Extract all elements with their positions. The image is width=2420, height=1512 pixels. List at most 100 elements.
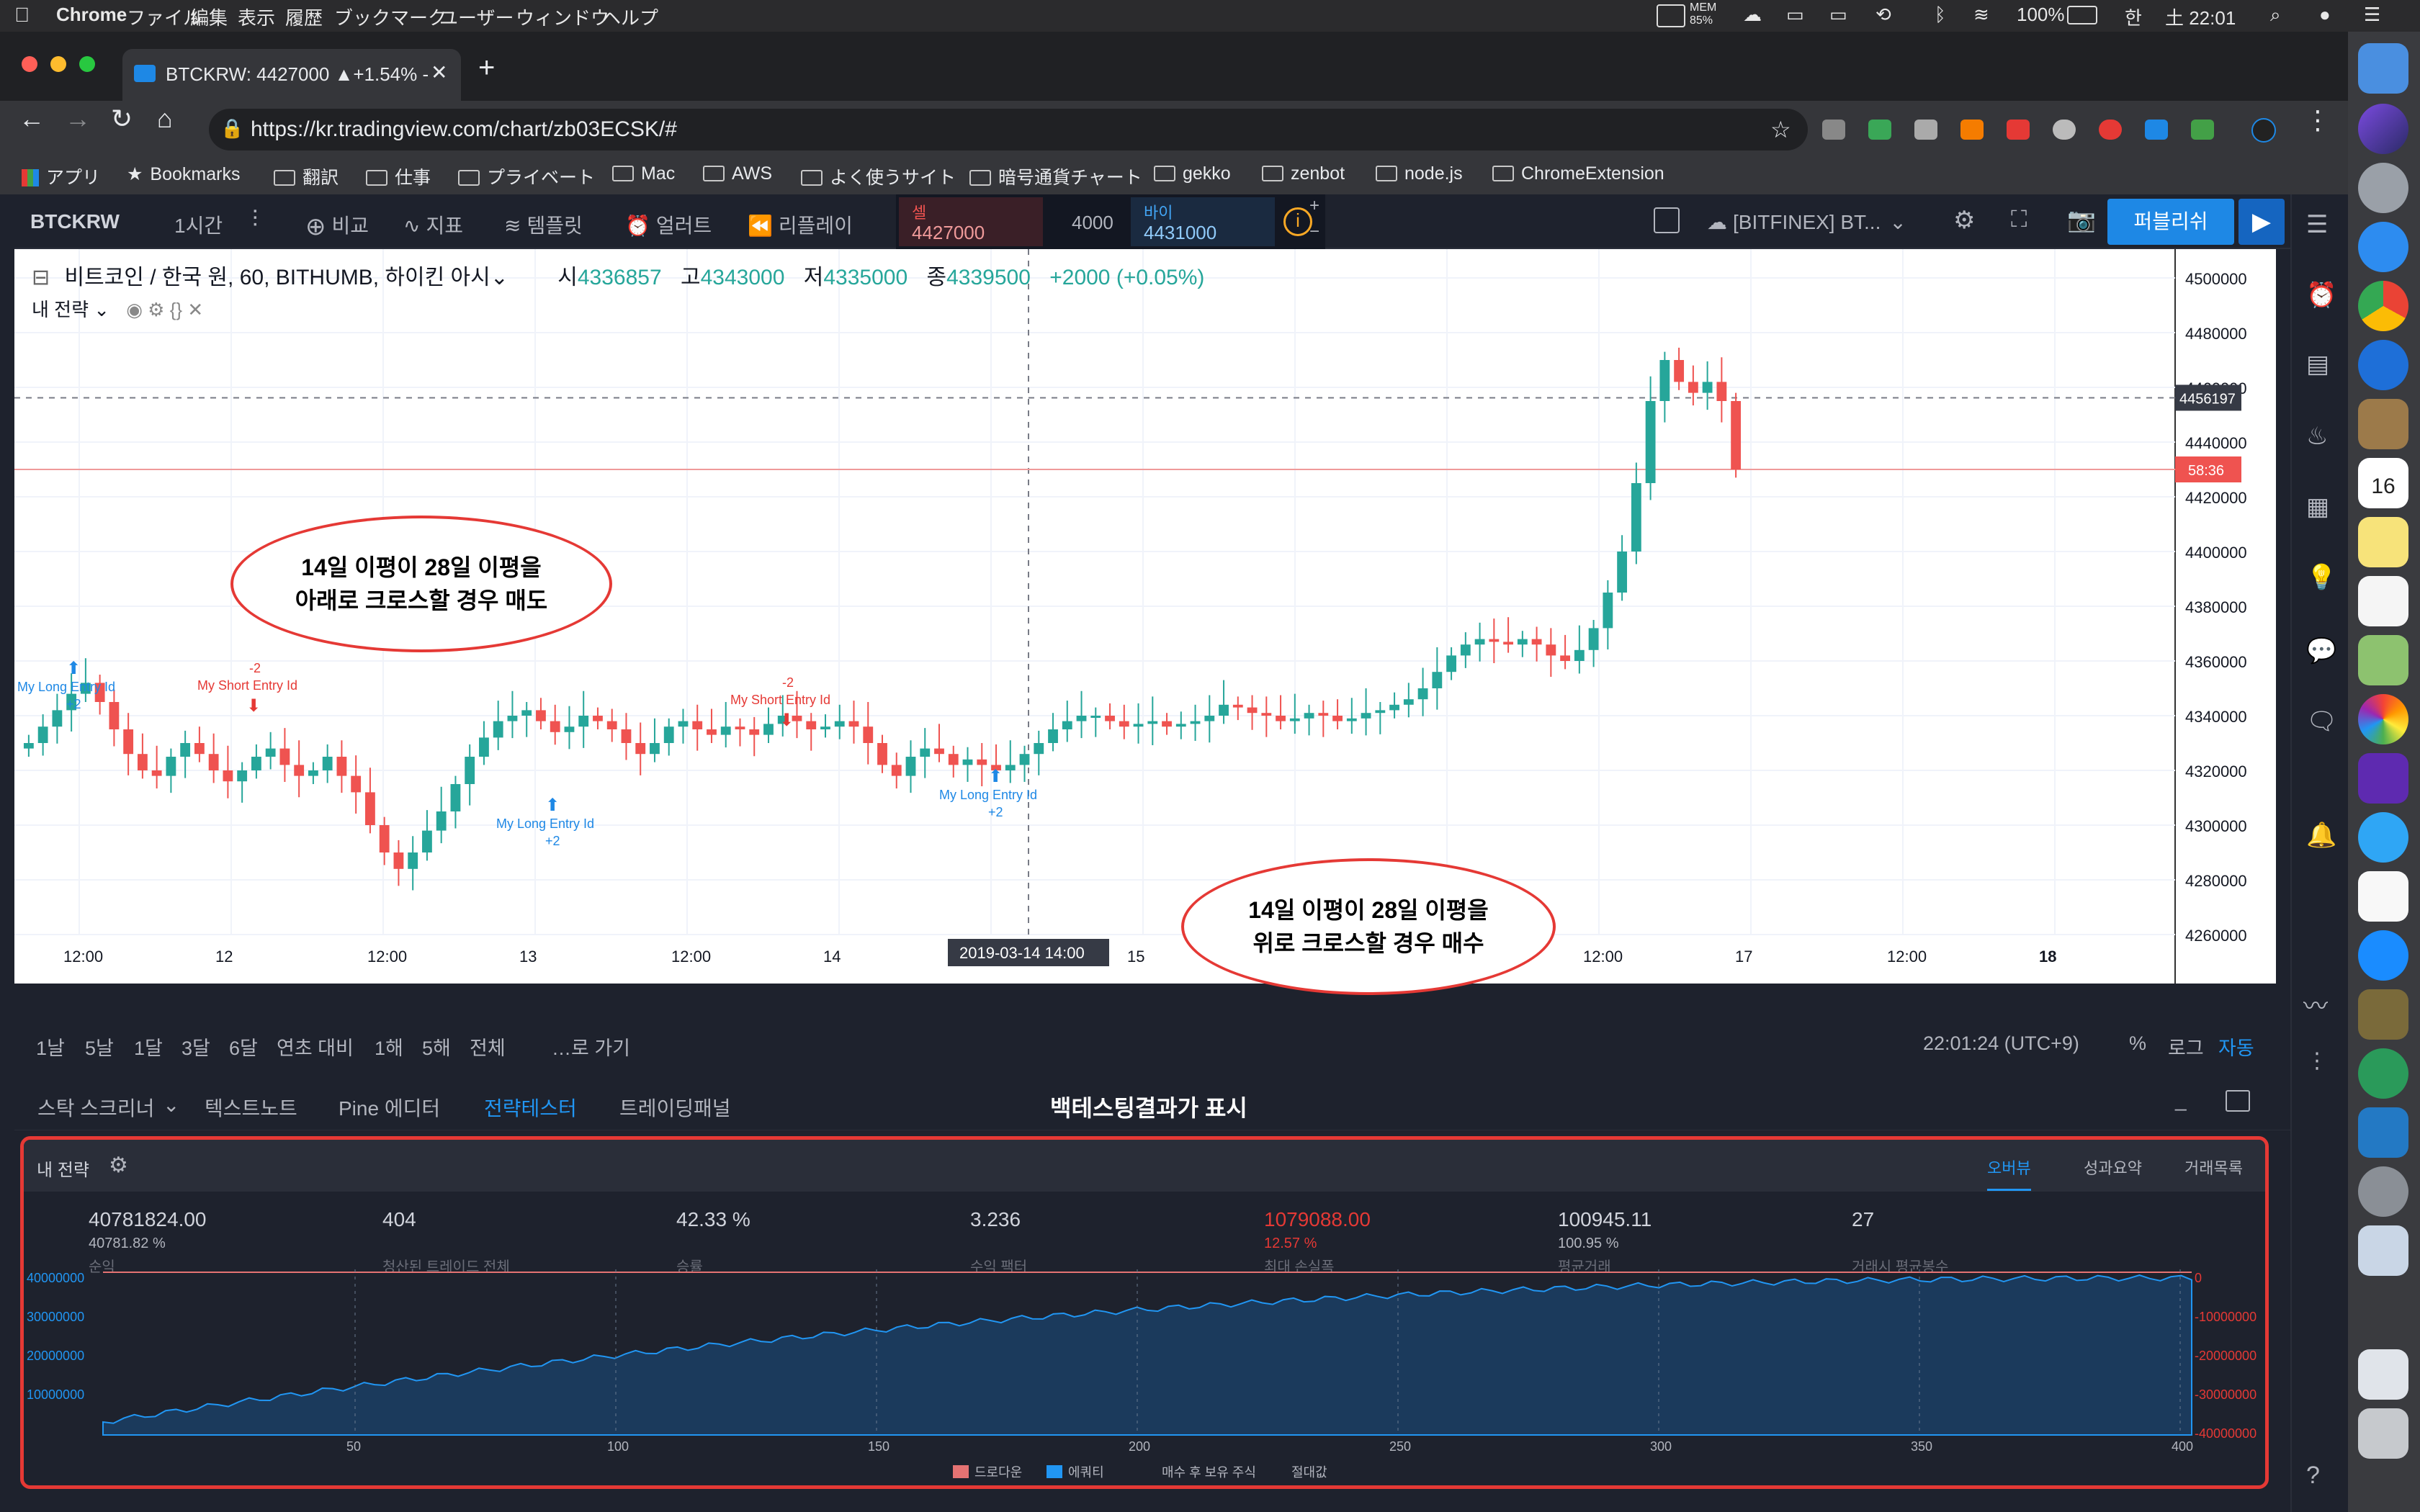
photos-icon[interactable]	[2358, 694, 2408, 744]
browser-tab[interactable]: BTCKRW: 4427000 ▲+1.54% - ✕	[122, 49, 461, 101]
url-text[interactable]: https://kr.tradingview.com/chart/zb03ECS…	[251, 117, 677, 141]
input-method[interactable]: 한	[2125, 7, 2142, 29]
vscode-icon[interactable]	[2358, 1107, 2408, 1158]
range-6m[interactable]: 6달	[229, 1038, 258, 1059]
menu-clock[interactable]: 土 22:01	[2165, 7, 2236, 29]
memory-icon[interactable]	[1657, 4, 1685, 27]
chevron-down-icon[interactable]: ⌄	[163, 1094, 180, 1116]
range-ytd[interactable]: 연초 대비	[277, 1038, 354, 1059]
tab-pine-editor[interactable]: Pine 에디터	[339, 1097, 441, 1120]
minimize-panel-icon[interactable]: _	[2175, 1089, 2187, 1111]
view-trades[interactable]: 거래목록	[2184, 1159, 2243, 1177]
preview-icon[interactable]	[2358, 1225, 2408, 1276]
range-all[interactable]: 전체	[470, 1038, 506, 1059]
menu-file[interactable]: ファイル	[127, 7, 202, 29]
help-icon[interactable]: ?	[2306, 1462, 2320, 1489]
imovie-star-icon[interactable]	[2358, 753, 2408, 804]
idea-bulb-icon[interactable]: 💡	[2306, 564, 2337, 591]
extension-icon[interactable]	[2145, 120, 2168, 140]
range-1y[interactable]: 1해	[375, 1038, 403, 1059]
tab-text-notes[interactable]: 텍스트노트	[205, 1097, 297, 1120]
home-icon[interactable]: ⌂	[157, 104, 173, 133]
alert-button[interactable]: ⏰ 얼러트	[625, 215, 712, 237]
app-store-arrow-icon[interactable]	[2358, 340, 2408, 390]
adblock-icon[interactable]	[2099, 120, 2122, 140]
extension-icon[interactable]	[1822, 120, 1845, 140]
system-preferences-icon[interactable]	[2358, 1166, 2408, 1217]
alarm-icon[interactable]: ⏰	[2306, 282, 2337, 309]
news-icon[interactable]: ▤	[2306, 351, 2330, 378]
profile-avatar[interactable]	[2251, 118, 2276, 143]
tab-stock-screener[interactable]: 스탁 스크리너	[37, 1097, 155, 1120]
bookmark-folder[interactable]: zenbot	[1262, 163, 1345, 184]
bookmark-folder[interactable]: AWS	[703, 163, 772, 184]
close-icon[interactable]: ✕	[187, 299, 204, 320]
tab-strategy-tester[interactable]: 전략테스터	[484, 1097, 577, 1120]
log-toggle[interactable]: 로그	[2168, 1038, 2204, 1059]
timezone-clock[interactable]: 22:01:24 (UTC+9)	[1923, 1032, 2079, 1054]
chrome-menu-icon[interactable]: ⋮	[2305, 105, 2331, 135]
apple-icon[interactable]: 	[14, 4, 30, 27]
notes-icon[interactable]	[2358, 517, 2408, 567]
notification-bell-icon[interactable]: 🔔	[2306, 822, 2337, 849]
menu-help[interactable]: ヘルプ	[602, 7, 659, 29]
hotlist-icon[interactable]: ♨	[2306, 423, 2329, 450]
extension-icon[interactable]	[1960, 120, 1984, 140]
close-tab-icon[interactable]: ✕	[431, 61, 448, 84]
qty-plus-icon[interactable]: +	[1309, 196, 1320, 215]
bookmark-bookmarks[interactable]: ★ Bookmarks	[127, 164, 241, 184]
maximize-panel-icon[interactable]	[2226, 1090, 2250, 1112]
menu-edit[interactable]: 編集	[190, 7, 228, 29]
bookmark-folder[interactable]: よく使うサイト	[801, 163, 956, 189]
close-window-button[interactable]	[22, 56, 37, 72]
dom-icon[interactable]: ⋮	[2306, 1049, 2328, 1073]
chat-icon[interactable]: 💬	[2306, 637, 2337, 665]
airplay-icon[interactable]: ▭	[1829, 4, 1847, 25]
bookmark-star-icon[interactable]: ☆	[1770, 117, 1791, 143]
tab-trading-panel[interactable]: 트레이딩패널	[619, 1097, 731, 1120]
range-5y[interactable]: 5해	[422, 1038, 451, 1059]
qty-minus-icon[interactable]: −	[1309, 222, 1320, 241]
toggle-icon[interactable]: ▭	[1786, 4, 1804, 25]
collapse-legend-icon[interactable]: ⊟	[32, 266, 50, 289]
replay-button[interactable]: ⏪ 리플레이	[748, 215, 853, 237]
back-icon[interactable]: ←	[19, 104, 45, 133]
info-icon[interactable]: i	[1283, 207, 1312, 236]
interval-select[interactable]: 1시간	[174, 215, 223, 237]
strategy-legend[interactable]: 내 전략 ⌄ ◉ ⚙ {} ✕	[32, 295, 203, 322]
app-store-icon[interactable]	[2358, 930, 2408, 981]
atom-icon[interactable]	[2358, 1048, 2408, 1099]
bookmark-folder[interactable]: ChromeExtension	[1492, 163, 1664, 184]
settings-gear-icon[interactable]: ⚙	[1953, 207, 1976, 234]
source-select[interactable]: ☁ [BITFINEX] BT... ⌄	[1707, 211, 1906, 233]
extension-icon[interactable]	[2191, 120, 2214, 140]
bookmark-folder[interactable]: Mac	[612, 163, 675, 184]
equity-legend-item[interactable]: 드로다운	[974, 1465, 1022, 1480]
new-tab-icon[interactable]: +	[478, 52, 496, 84]
publish-button[interactable]: 퍼블리쉬	[2107, 199, 2234, 245]
bookmark-apps[interactable]: アプリ	[22, 163, 100, 189]
menu-view[interactable]: 表示	[238, 7, 276, 29]
settings-gear-icon[interactable]: ⚙	[109, 1153, 128, 1177]
forward-icon[interactable]: →	[65, 104, 91, 133]
symbol-title[interactable]: 비트코인 / 한국 원, 60, BITHUMB, 하이킨 아시	[64, 266, 490, 289]
extension-icon[interactable]	[1914, 120, 1937, 140]
equity-legend-item[interactable]: 매수 후 보유 주식	[1162, 1465, 1256, 1480]
templates-button[interactable]: ≋ 템플릿	[504, 215, 583, 237]
messages-icon[interactable]: 🗨	[2306, 708, 2338, 735]
visibility-icon[interactable]: ◉	[126, 299, 143, 320]
bookmark-folder[interactable]: node.js	[1376, 163, 1463, 184]
spotlight-icon[interactable]: ⌕	[2270, 4, 2281, 25]
music-icon[interactable]	[2358, 871, 2408, 922]
time-machine-icon[interactable]: ⟲	[1876, 4, 1891, 25]
fullscreen-icon[interactable]: ⛶	[2011, 206, 2027, 232]
finder-icon[interactable]	[2358, 43, 2408, 94]
quantity-input[interactable]: 4000	[1072, 212, 1113, 233]
chart-style-icon[interactable]: ⫶	[252, 206, 259, 232]
range-3m[interactable]: 3달	[182, 1038, 210, 1059]
layout-icon[interactable]	[1654, 207, 1680, 233]
camera-icon[interactable]: 📷	[2067, 207, 2096, 233]
safari-icon[interactable]	[2358, 222, 2408, 272]
price-chart[interactable]: -2 My Short Entry Id ⬇ -2 My Short Entry Id ⬇…	[14, 249, 2276, 995]
documents-icon[interactable]	[2358, 1349, 2408, 1400]
